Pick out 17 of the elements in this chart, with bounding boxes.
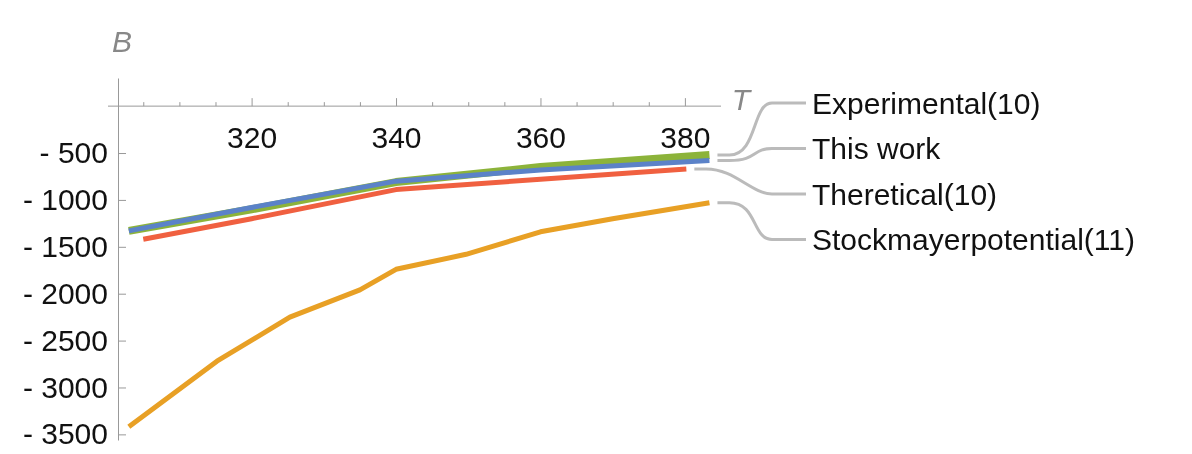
y-tick-label: - 2000 <box>22 276 108 310</box>
text: This work <box>812 132 942 165</box>
x-axis-title: T <box>731 83 753 117</box>
y-tick-label: - 1500 <box>22 229 108 263</box>
text: Experimental(10) <box>812 86 1041 120</box>
x-tick-label: 380 <box>660 121 711 155</box>
text: Theretical(10) <box>812 177 998 211</box>
y-tick-label: - 3000 <box>22 370 108 404</box>
y-axis-title: B <box>111 25 133 58</box>
y-tick-label: - 2500 <box>22 323 108 357</box>
y-tick-label: - 3500 <box>22 417 108 451</box>
x-tick-label: 360 <box>515 121 566 155</box>
x-tick-label: 320 <box>227 121 278 155</box>
text: Stockmayerpotential(11) <box>812 223 1135 256</box>
y-tick-label: - 500 <box>39 136 108 170</box>
y-tick-label: - 1000 <box>22 183 108 217</box>
x-tick-label: 340 <box>371 121 422 155</box>
